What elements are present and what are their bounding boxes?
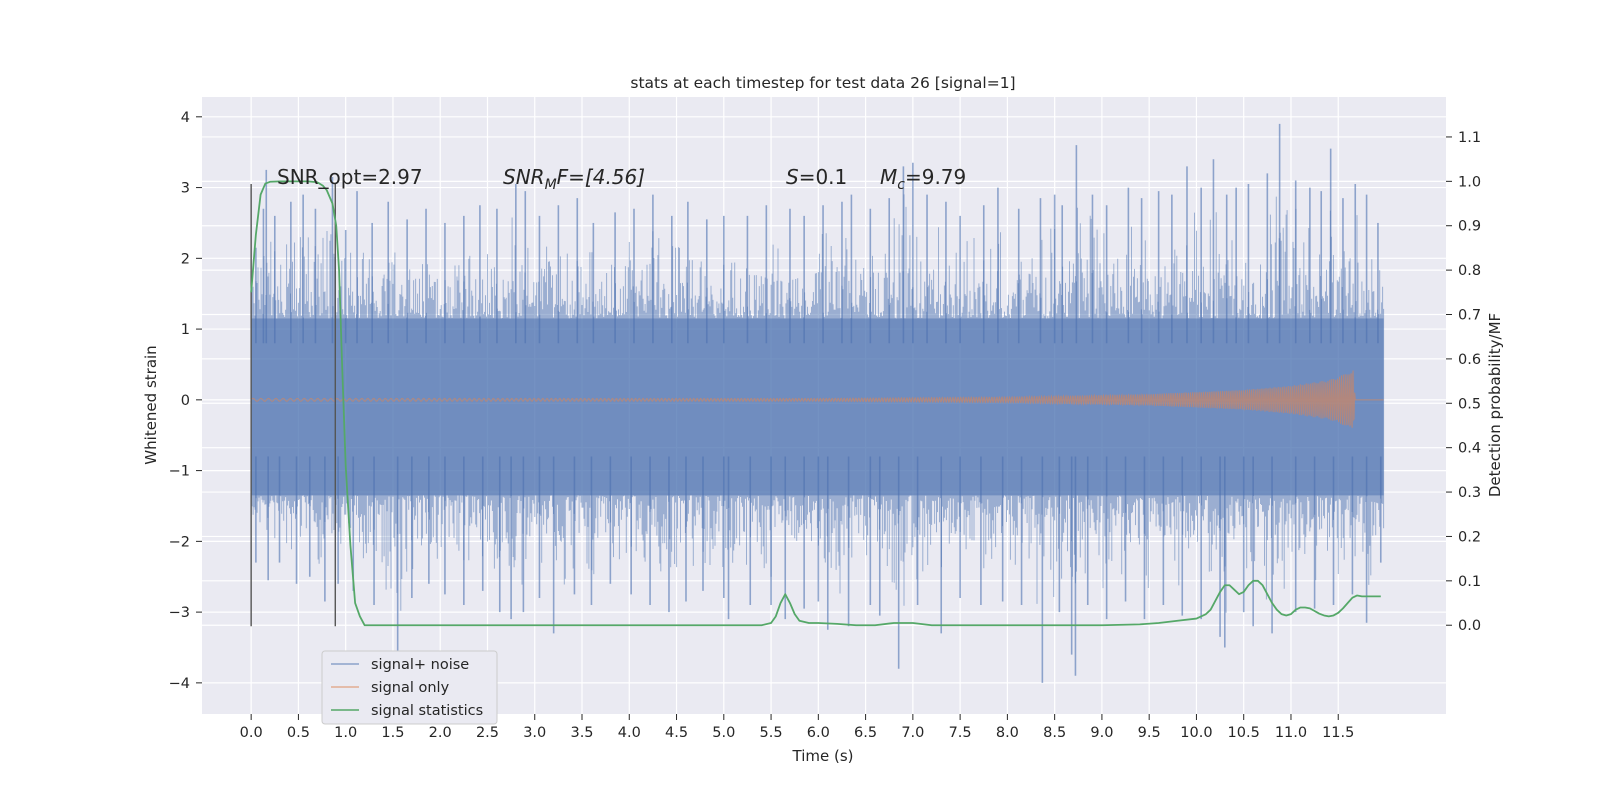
y-tick-label: −2 bbox=[169, 534, 190, 550]
y-right-tick-label: 0.2 bbox=[1458, 529, 1481, 545]
x-tick-label: 7.0 bbox=[901, 725, 924, 741]
x-axis-label: Time (s) bbox=[792, 747, 854, 765]
x-tick-label: 10.5 bbox=[1228, 725, 1260, 741]
annotation-snr-mf: SNRMF=[4.56] bbox=[503, 165, 645, 193]
signal-statistics-line bbox=[250, 180, 1381, 627]
y-right-tick-label: 0.9 bbox=[1458, 219, 1481, 235]
x-tick-label: 11.5 bbox=[1322, 725, 1354, 741]
signal-only-trace bbox=[250, 370, 1384, 428]
y-right-tick-label: 0.1 bbox=[1458, 574, 1481, 590]
x-tick-label: 5.0 bbox=[712, 725, 735, 741]
annotation-s-symbol: S bbox=[786, 165, 799, 189]
y-right-tick-label: 0.5 bbox=[1458, 396, 1481, 412]
series-signal-only bbox=[250, 370, 1384, 428]
y-tick-label: 1 bbox=[181, 322, 190, 338]
legend-label-signal-only: signal only bbox=[371, 680, 450, 696]
annotation-snr-mf-sub: M bbox=[545, 177, 557, 193]
x-tick-label: 7.5 bbox=[949, 725, 972, 741]
annotation-snr-mf-suffix: F=[4.56] bbox=[557, 165, 645, 189]
y-axis-left-label: Whitened strain bbox=[142, 345, 160, 464]
x-tick-label: 2.5 bbox=[476, 725, 499, 741]
x-tick-label: 8.0 bbox=[996, 725, 1019, 741]
legend: signal+ noise signal only signal statist… bbox=[321, 650, 498, 725]
y-tick-label: −1 bbox=[169, 464, 190, 480]
y-tick-label: −3 bbox=[169, 605, 190, 621]
annotation-s: S=0.1 bbox=[786, 165, 847, 189]
y-right-tick-label: 1.1 bbox=[1458, 130, 1481, 146]
annotation-mc-sub: c bbox=[897, 177, 905, 193]
y-right-tick-label: 0.4 bbox=[1458, 441, 1481, 457]
vertical-markers bbox=[250, 184, 336, 627]
x-tick-label: 9.5 bbox=[1138, 725, 1161, 741]
x-tick-label: 4.0 bbox=[618, 725, 641, 741]
y-tick-label: 0 bbox=[181, 393, 190, 409]
y-tick-label: −4 bbox=[169, 676, 190, 692]
annotation-mc-symbol: M bbox=[880, 165, 897, 189]
annotation-mc: Mc=9.79 bbox=[880, 165, 966, 193]
legend-box bbox=[321, 650, 498, 725]
annotation-s-value: =0.1 bbox=[799, 165, 848, 189]
x-tick-label: 9.0 bbox=[1090, 725, 1113, 741]
annotation-snr-mf-prefix: SNR bbox=[503, 165, 545, 189]
chart-title: stats at each timestep for test data 26 … bbox=[630, 74, 1015, 92]
legend-label-signal-statistics: signal statistics bbox=[371, 703, 483, 719]
y-right-tick-label: 0.7 bbox=[1458, 308, 1481, 324]
y-right-tick-label: 0.3 bbox=[1458, 485, 1481, 501]
x-tick-label: 1.0 bbox=[334, 725, 357, 741]
y-tick-label: 4 bbox=[181, 110, 190, 126]
x-tick-label: 0.5 bbox=[287, 725, 310, 741]
x-tick-label: 0.0 bbox=[240, 725, 263, 741]
x-tick-label: 1.5 bbox=[381, 725, 404, 741]
x-tick-label: 3.0 bbox=[523, 725, 546, 741]
legend-label-signal-noise: signal+ noise bbox=[371, 657, 469, 673]
x-tick-label: 10.0 bbox=[1180, 725, 1212, 741]
x-tick-label: 2.0 bbox=[429, 725, 452, 741]
x-axis-ticks: 0.0 0.5 1.0 1.5 2.0 2.5 3.0 3.5 4.0 4.5 5.0 5.5 6.0 6… bbox=[240, 714, 1354, 741]
series-signal-statistics bbox=[250, 180, 1381, 627]
y-right-tick-label: 0.0 bbox=[1458, 618, 1481, 634]
y-axis-right-ticks: 1.1 1.0 0.9 0.8 0.7 0.6 0.5 0.4 0.3 0.2 0.1 0.0 bbox=[1446, 130, 1481, 634]
annotations: SNR_opt=2.97 SNRMF=[4.56] S=0.1 Mc=9.79 bbox=[277, 165, 966, 193]
y-tick-label: 2 bbox=[181, 251, 190, 267]
y-axis-right-label: Detection probability/MF bbox=[1486, 313, 1504, 497]
y-axis-left-ticks: 4 3 2 1 0 −1 −2 −3 −4 bbox=[169, 110, 202, 692]
x-tick-label: 5.5 bbox=[760, 725, 783, 741]
x-tick-label: 4.5 bbox=[665, 725, 688, 741]
y-tick-label: 3 bbox=[181, 181, 190, 197]
annotation-snr-opt: SNR_opt=2.97 bbox=[277, 165, 423, 189]
x-tick-label: 6.0 bbox=[807, 725, 830, 741]
x-tick-label: 3.5 bbox=[570, 725, 593, 741]
x-tick-label: 6.5 bbox=[854, 725, 877, 741]
annotation-mc-value: =9.79 bbox=[905, 165, 966, 189]
x-tick-label: 8.5 bbox=[1043, 725, 1066, 741]
y-right-tick-label: 0.8 bbox=[1458, 263, 1481, 279]
series-signal-noise bbox=[250, 123, 1385, 683]
x-tick-label: 11.0 bbox=[1275, 725, 1307, 741]
y-right-tick-label: 1.0 bbox=[1458, 174, 1481, 190]
y-right-tick-label: 0.6 bbox=[1458, 352, 1481, 368]
